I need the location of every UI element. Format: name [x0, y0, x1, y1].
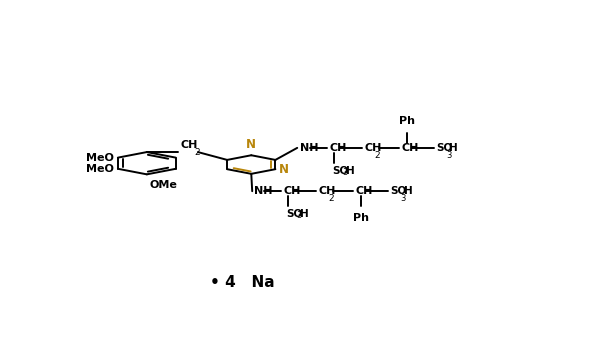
Text: • 4   Na: • 4 Na	[210, 274, 274, 290]
Text: H: H	[449, 143, 458, 153]
Text: 3: 3	[401, 194, 406, 203]
Text: CH: CH	[284, 186, 301, 196]
Text: 2: 2	[194, 148, 200, 157]
Text: CH: CH	[365, 143, 382, 153]
Text: H: H	[404, 186, 412, 196]
Text: CH: CH	[329, 143, 347, 153]
Text: 2: 2	[329, 194, 334, 203]
Text: 2: 2	[375, 151, 380, 160]
Text: 3: 3	[297, 211, 302, 220]
Text: SO: SO	[286, 209, 303, 219]
Text: H: H	[300, 209, 308, 219]
Text: Ph: Ph	[400, 116, 415, 126]
Text: NH: NH	[300, 143, 318, 153]
Text: SO: SO	[391, 186, 407, 196]
Text: Ph: Ph	[353, 213, 370, 223]
Text: 3: 3	[343, 168, 348, 177]
Text: CH: CH	[319, 186, 336, 196]
Text: N: N	[246, 138, 256, 151]
Text: H: H	[346, 166, 354, 176]
Text: SO: SO	[437, 143, 453, 153]
Text: MeO: MeO	[86, 153, 114, 163]
Text: NH: NH	[253, 186, 272, 196]
Text: CH: CH	[356, 186, 373, 196]
Text: N: N	[279, 163, 289, 176]
Text: CH: CH	[180, 140, 198, 150]
Text: MeO: MeO	[86, 164, 114, 174]
Text: CH: CH	[402, 143, 419, 153]
Text: 3: 3	[447, 151, 452, 160]
Text: OMe: OMe	[149, 180, 177, 190]
Text: SO: SO	[332, 166, 349, 176]
